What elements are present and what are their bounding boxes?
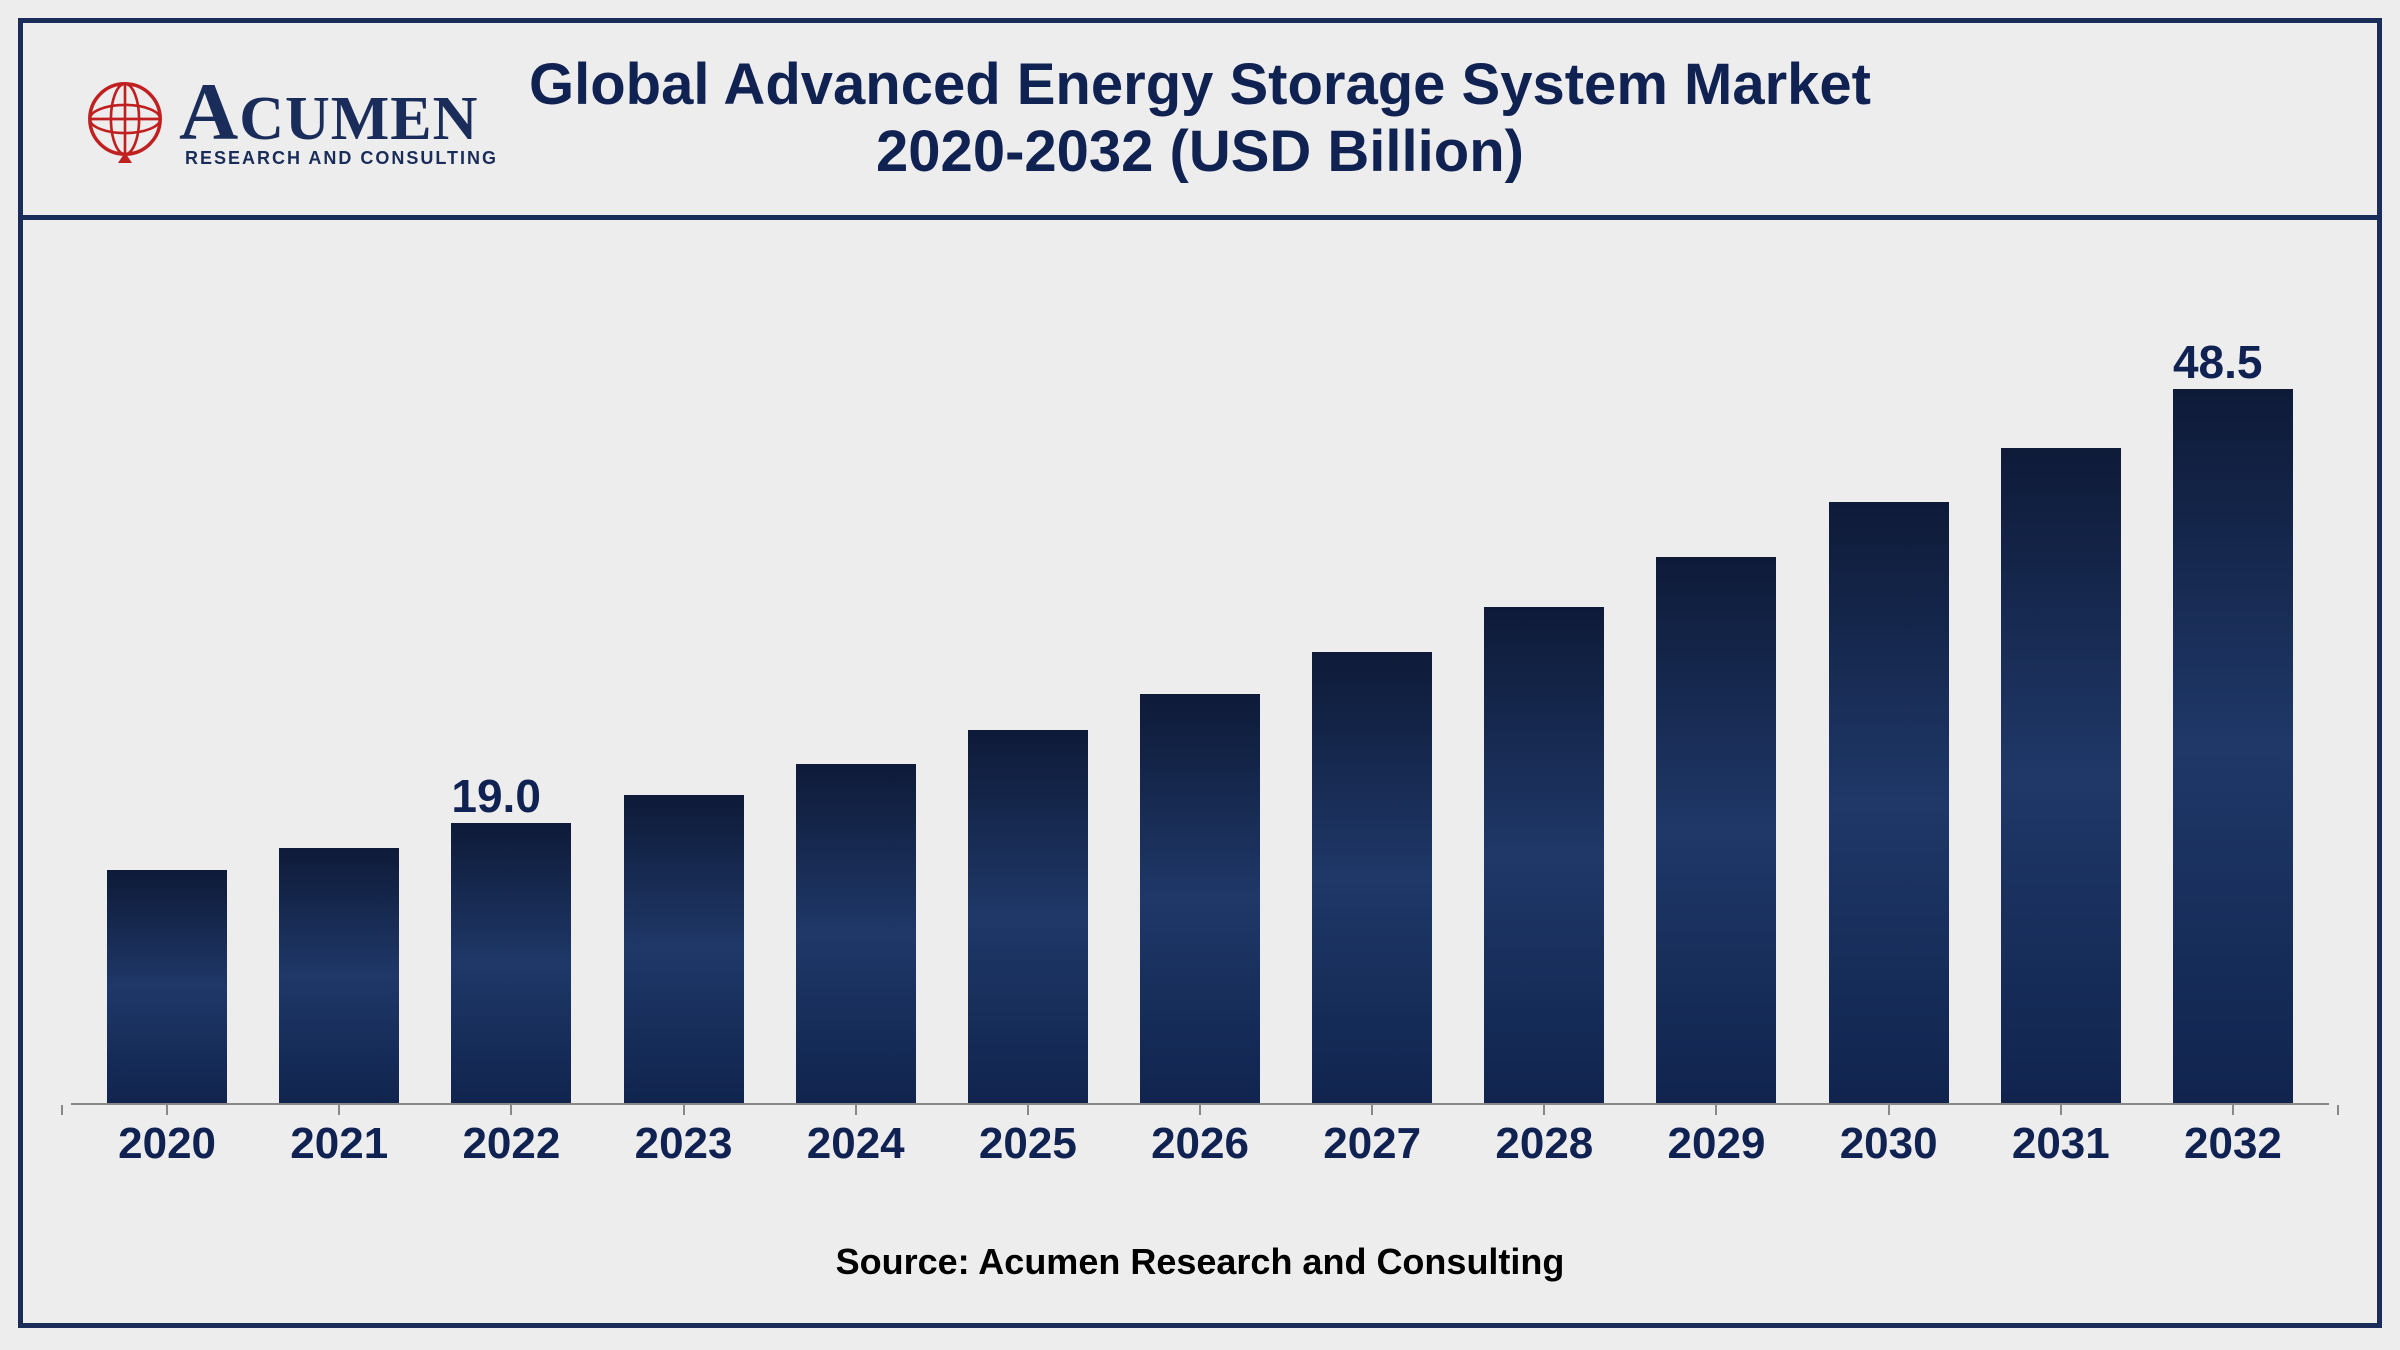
bar-slot	[1114, 280, 1286, 1103]
bar: 19.0	[451, 823, 571, 1103]
x-axis-label: 2028	[1458, 1119, 1630, 1169]
x-axis-label: 2029	[1630, 1119, 1802, 1169]
x-axis-label: 2025	[942, 1119, 1114, 1169]
axis-tick	[166, 1105, 168, 1115]
axis-tick	[1715, 1105, 1717, 1115]
bar	[1829, 502, 1949, 1103]
x-axis-label: 2022	[425, 1119, 597, 1169]
axis-tick	[683, 1105, 685, 1115]
bar-slot: 48.5	[2147, 280, 2319, 1103]
x-axis-label: 2030	[1803, 1119, 1975, 1169]
bar-value-label: 19.0	[451, 769, 541, 823]
axis-tick	[1543, 1105, 1545, 1115]
x-axis-label: 2032	[2147, 1119, 2319, 1169]
axis-tick	[2232, 1105, 2234, 1115]
bar	[1312, 652, 1432, 1103]
bar-slot	[770, 280, 942, 1103]
brand-logo: ACUMEN RESEARCH AND CONSULTING	[81, 71, 498, 167]
x-axis-labels: 2020202120222023202420252026202720282029…	[71, 1119, 2329, 1169]
bar	[2001, 448, 2121, 1103]
x-axis-label: 2026	[1114, 1119, 1286, 1169]
x-axis-label: 2031	[1975, 1119, 2147, 1169]
axis-tick	[1371, 1105, 1373, 1115]
bar	[1484, 607, 1604, 1103]
bar-slot	[1286, 280, 1458, 1103]
bar	[279, 848, 399, 1103]
bar-slot	[1630, 280, 1802, 1103]
axis-tick	[2337, 1105, 2339, 1115]
bar: 48.5	[2173, 389, 2293, 1103]
axis-tick	[1027, 1105, 1029, 1115]
plot-area: 19.0 48.5	[71, 280, 2329, 1105]
x-axis-label: 2024	[770, 1119, 942, 1169]
globe-icon	[81, 75, 169, 163]
axis-tick	[1888, 1105, 1890, 1115]
axis-tick	[1199, 1105, 1201, 1115]
bar-slot	[1803, 280, 1975, 1103]
bar	[1656, 557, 1776, 1103]
axis-tick	[61, 1105, 63, 1115]
x-axis-label: 2020	[81, 1119, 253, 1169]
chart-panel: 19.048.5 2020202120222023202420252026202…	[18, 220, 2382, 1328]
axis-tick	[510, 1105, 512, 1115]
bar	[796, 764, 916, 1103]
bar-slot	[81, 280, 253, 1103]
bar-slot	[1975, 280, 2147, 1103]
brand-tagline: RESEARCH AND CONSULTING	[185, 149, 498, 167]
brand-name: ACUMEN	[179, 71, 498, 153]
bar	[968, 730, 1088, 1103]
bar-slot	[1458, 280, 1630, 1103]
x-axis-label: 2023	[597, 1119, 769, 1169]
bar-slot	[597, 280, 769, 1103]
bar-value-label: 48.5	[2173, 335, 2263, 389]
bar-slot	[942, 280, 1114, 1103]
chart-container: ACUMEN RESEARCH AND CONSULTING Global Ad…	[0, 0, 2400, 1350]
bar-slot: 19.0	[425, 280, 597, 1103]
bar	[1140, 694, 1260, 1103]
source-text: Source: Acumen Research and Consulting	[71, 1241, 2329, 1283]
axis-tick	[855, 1105, 857, 1115]
axis-tick	[2060, 1105, 2062, 1115]
header-panel: ACUMEN RESEARCH AND CONSULTING Global Ad…	[18, 18, 2382, 220]
bar	[107, 870, 227, 1103]
axis-tick	[338, 1105, 340, 1115]
brand-text: ACUMEN RESEARCH AND CONSULTING	[179, 71, 498, 167]
x-axis-label: 2021	[253, 1119, 425, 1169]
bar	[624, 795, 744, 1103]
x-axis-label: 2027	[1286, 1119, 1458, 1169]
bar-slot	[253, 280, 425, 1103]
